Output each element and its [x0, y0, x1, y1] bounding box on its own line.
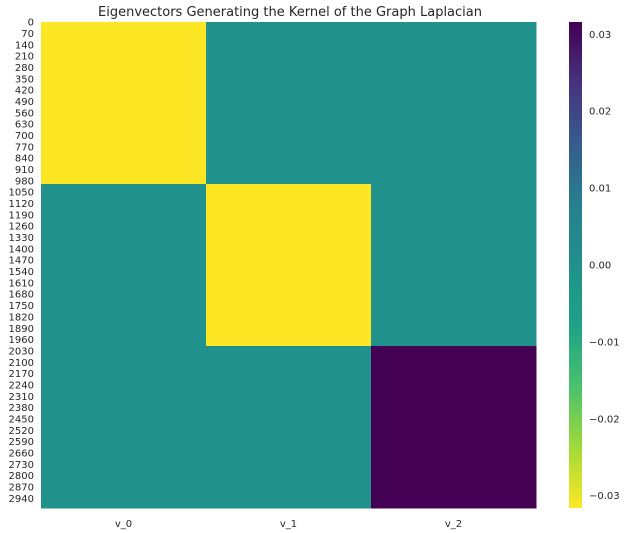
row-tick-label: 910: [15, 165, 34, 176]
row-tick-label: 630: [15, 120, 34, 131]
chart-title: Eigenvectors Generating the Kernel of th…: [98, 5, 482, 20]
row-tick-label: 2380: [9, 403, 34, 414]
row-tick-label: 1470: [9, 256, 34, 267]
row-tick-label: 1190: [9, 210, 34, 221]
row-tick-label: 2520: [9, 426, 34, 437]
column-tick-label-v_1: v_1: [280, 519, 297, 530]
row-tick-label: 1890: [9, 324, 34, 335]
colorbar-tick-label: −0.02: [589, 414, 620, 425]
row-tick-label: 70: [21, 29, 34, 40]
column-tick-label-v_0: v_0: [115, 519, 132, 530]
row-tick-labels: 0701402102803504204905606307007708409109…: [9, 18, 34, 505]
column-tick-labels: v_0 v_1 v_2: [115, 519, 462, 530]
row-tick-label: 1750: [9, 301, 34, 312]
row-tick-label: 2730: [9, 460, 34, 471]
row-tick-label: 2660: [9, 449, 34, 460]
row-tick-label: 2310: [9, 392, 34, 403]
row-tick-label: 1820: [9, 312, 34, 323]
colorbar-tick-labels: 0.03 0.02 0.01 0.00 −0.01 −0.02 −0.03: [589, 30, 620, 502]
colorbar: [569, 22, 582, 508]
heatmap-block-v_1-0: [206, 22, 372, 185]
row-tick-label: 2590: [9, 437, 34, 448]
row-tick-label: 2170: [9, 369, 34, 380]
heatmap-cells: [41, 22, 537, 509]
row-tick-label: 1400: [9, 244, 34, 255]
row-tick-label: 1680: [9, 290, 34, 301]
colorbar-tick-label: −0.01: [589, 337, 620, 348]
heatmap-block-v_0-1000: [41, 184, 207, 509]
heatmap-block-v_1-2000: [206, 346, 372, 509]
row-tick-label: 2240: [9, 380, 34, 391]
row-tick-label: 770: [15, 142, 34, 153]
row-tick-label: 1120: [9, 199, 34, 210]
row-tick-label: 2800: [9, 471, 34, 482]
row-tick-label: 420: [15, 86, 34, 97]
row-tick-label: 2870: [9, 483, 34, 494]
row-tick-label: 1050: [9, 188, 34, 199]
row-tick-label: 2940: [9, 494, 34, 505]
row-tick-label: 1540: [9, 267, 34, 278]
row-tick-label: 490: [15, 97, 34, 108]
row-tick-label: 1260: [9, 222, 34, 233]
row-tick-label: 0: [28, 18, 34, 29]
colorbar-tick-label: 0.02: [589, 107, 611, 118]
heatmap-block-v_2-2000: [371, 346, 537, 509]
colorbar-tick-label: −0.03: [589, 491, 620, 502]
row-tick-label: 1610: [9, 278, 34, 289]
colorbar-tick-label: 0.00: [589, 261, 611, 272]
row-tick-label: 2450: [9, 414, 34, 425]
column-tick-label-v_2: v_2: [445, 519, 462, 530]
row-tick-label: 2100: [9, 358, 34, 369]
row-tick-label: 210: [15, 52, 34, 63]
colorbar-tick-label: 0.03: [589, 30, 611, 41]
row-tick-label: 560: [15, 108, 34, 119]
row-tick-label: 1960: [9, 335, 34, 346]
heatmap-block-v_2-0: [371, 22, 537, 347]
row-tick-label: 840: [15, 154, 34, 165]
row-tick-label: 140: [15, 40, 34, 51]
row-tick-label: 1330: [9, 233, 34, 244]
heatmap-block-v_0-0: [41, 22, 207, 185]
row-tick-label: 2030: [9, 346, 34, 357]
row-tick-label: 980: [15, 176, 34, 187]
colorbar-tick-label: 0.01: [589, 184, 611, 195]
row-tick-label: 350: [15, 74, 34, 85]
row-tick-label: 280: [15, 63, 34, 74]
row-tick-label: 700: [15, 131, 34, 142]
heatmap-block-v_1-1000: [206, 184, 372, 347]
